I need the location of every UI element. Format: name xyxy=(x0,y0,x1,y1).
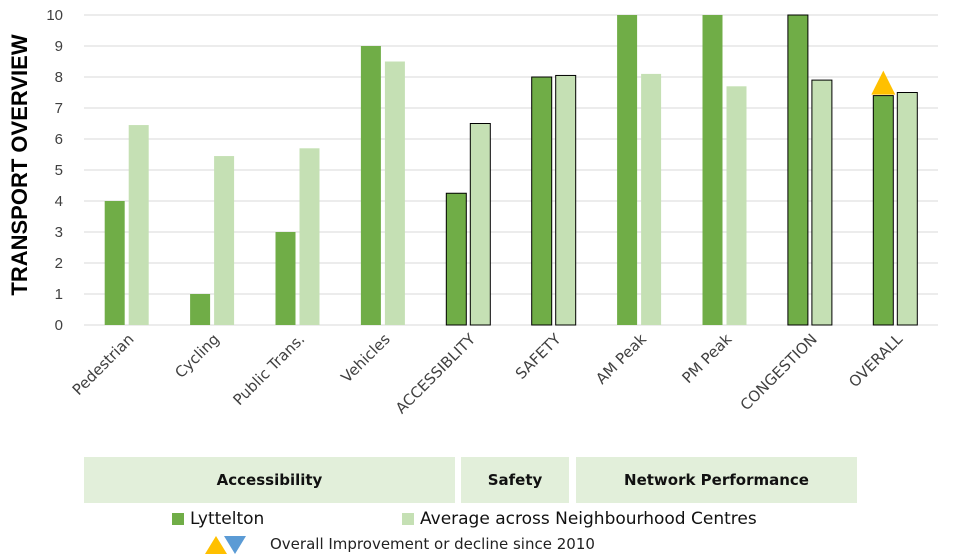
legend-item-lyttelton: Lyttelton xyxy=(172,507,264,531)
x-tick-label: Vehicles xyxy=(338,330,394,386)
y-tick-label: 7 xyxy=(55,100,63,117)
y-tick-label: 6 xyxy=(55,131,63,148)
x-tick-label: AM Peak xyxy=(592,330,650,388)
bar-lyttelton-3 xyxy=(360,46,381,325)
x-tick-label: Public Trans. xyxy=(229,330,308,409)
bar-lyttelton-0 xyxy=(104,201,125,325)
y-tick-label: 8 xyxy=(55,69,63,86)
bar-lyttelton-1 xyxy=(190,294,211,325)
x-tick-label: Pedestrian xyxy=(69,330,138,399)
legend-label-average: Average across Neighbourhood Centres xyxy=(420,509,757,529)
bar-lyttelton-7 xyxy=(702,15,723,325)
y-axis-title: TRANSPORT OVERVIEW xyxy=(7,34,32,296)
y-tick-label: 3 xyxy=(55,224,63,241)
bar-average-1 xyxy=(214,156,235,325)
bar-average-3 xyxy=(384,61,405,325)
x-tick-labels: Pedestrian Cycling Public Trans. VehiclesAC… xyxy=(69,330,907,418)
bar-average-5 xyxy=(555,74,577,326)
x-tick-label: ACCESSIBLITY xyxy=(392,330,480,418)
bar-average-7 xyxy=(726,86,747,325)
bar-lyttelton-8 xyxy=(787,14,809,326)
bar-average-0 xyxy=(128,125,149,325)
x-tick-label: CONGESTION xyxy=(737,330,821,414)
up-down-triangles-icon xyxy=(205,536,246,554)
y-tick-label: 0 xyxy=(55,317,63,334)
x-tick-label: OVERALL xyxy=(845,330,906,391)
y-tick-labels: 0 1 2 3 4 5 6 7 8 9 10 xyxy=(46,7,63,334)
y-tick-label: 10 xyxy=(46,7,63,24)
bar-average-9 xyxy=(896,92,918,326)
transport-bar-chart: 0 1 2 3 4 5 6 7 8 9 10 Pedestrian Cycling Public Tra… xyxy=(46,7,938,418)
y-tick-label: 5 xyxy=(55,162,63,179)
legend-note-label: Overall Improvement or decline since 201… xyxy=(270,535,595,553)
bar-lyttelton-9 xyxy=(872,95,894,326)
y-tick-label: 9 xyxy=(55,38,63,55)
y-tick-label: 2 xyxy=(55,255,63,272)
legend-label-lyttelton: Lyttelton xyxy=(190,509,265,529)
legend-item-average: Average across Neighbourhood Centres xyxy=(402,507,757,531)
bar-lyttelton-5 xyxy=(531,76,553,326)
y-tick-label: 4 xyxy=(55,193,63,210)
bars xyxy=(104,14,918,326)
bar-lyttelton-2 xyxy=(275,232,296,325)
legend-swatch-average xyxy=(402,513,414,525)
bar-lyttelton-4 xyxy=(445,192,467,326)
x-tick-label: PM Peak xyxy=(678,330,735,387)
x-tick-label: SAFETY xyxy=(512,330,565,383)
bar-average-2 xyxy=(299,148,320,325)
x-tick-label: Cycling xyxy=(171,330,223,382)
bar-average-8 xyxy=(811,79,833,326)
y-axis-title-wrap: TRANSPORT OVERVIEW xyxy=(0,0,40,330)
gridlines xyxy=(84,14,938,326)
legend-swatch-lyttelton xyxy=(172,513,184,525)
legend-note: Overall Improvement or decline since 201… xyxy=(202,534,595,554)
improvement-marker xyxy=(871,70,896,95)
group-label-accessibility: Accessibility xyxy=(84,457,455,503)
group-label-network-performance: Network Performance xyxy=(576,457,857,503)
markers xyxy=(871,70,896,95)
bar-lyttelton-6 xyxy=(617,15,638,325)
bar-average-4 xyxy=(469,123,491,326)
bar-average-6 xyxy=(641,73,662,326)
group-label-safety: Safety xyxy=(461,457,569,503)
y-tick-label: 1 xyxy=(55,286,63,303)
